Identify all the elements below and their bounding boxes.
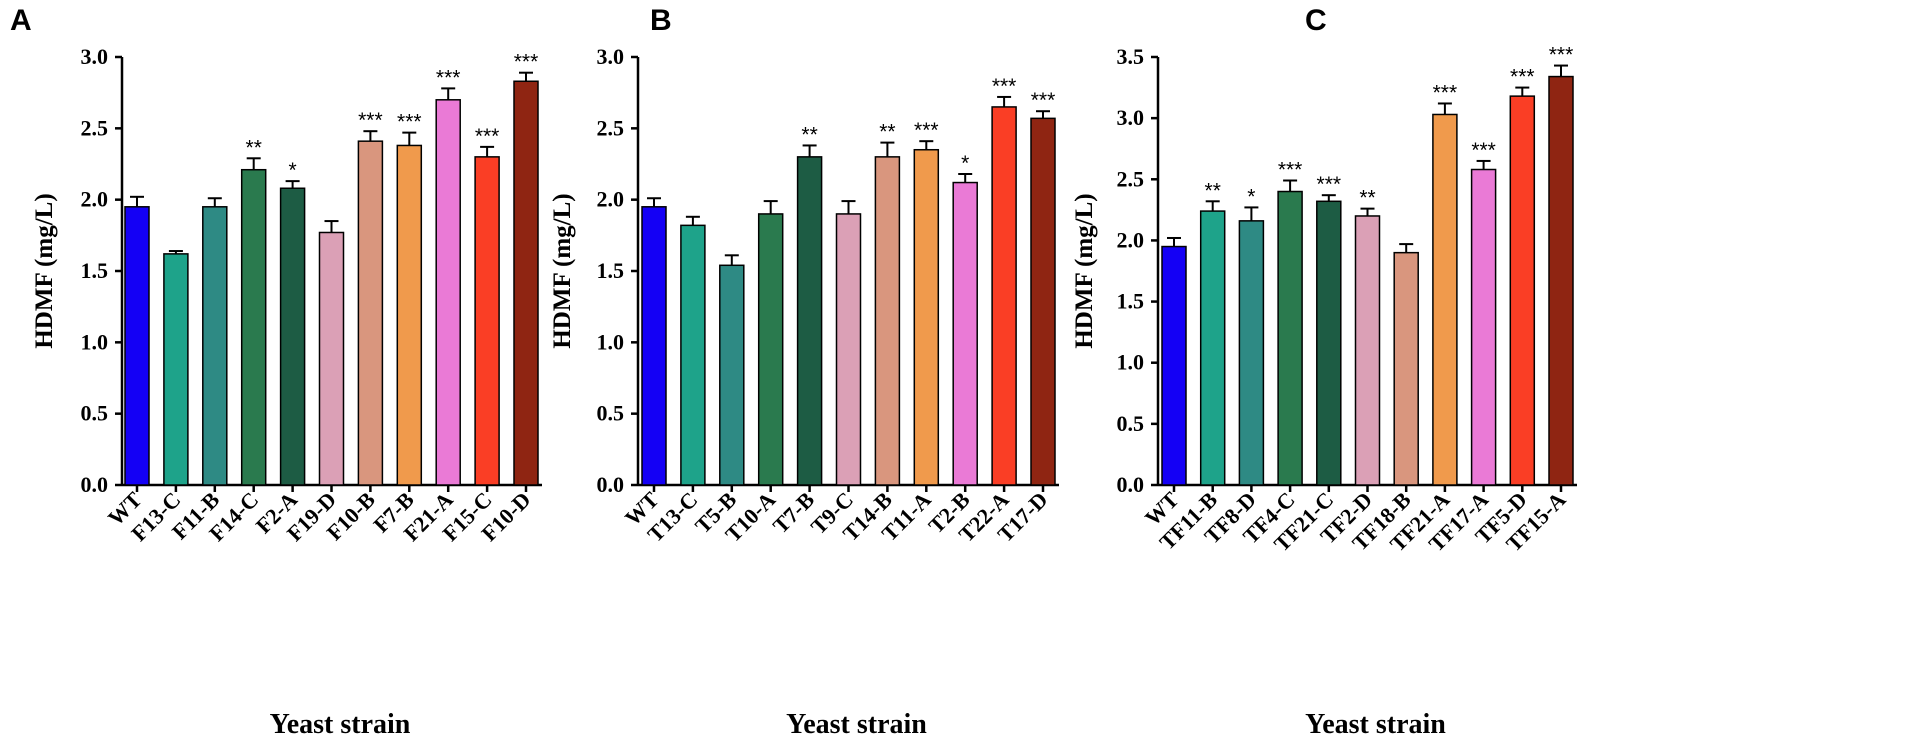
bar-tf4-c: [1277, 190, 1303, 486]
y-tick-label: 2.5: [1117, 166, 1145, 191]
bar-f10-d: [513, 80, 539, 486]
y-tick-label: 3.0: [81, 44, 109, 69]
significance-marker: **: [879, 121, 895, 144]
bar-t17-d: [1030, 117, 1056, 486]
bar-t7-b: [796, 156, 823, 486]
bar-t14-b: [874, 156, 901, 486]
significance-marker: **: [246, 136, 262, 159]
bar-f7-b: [396, 144, 423, 486]
bar-t5-b: [719, 264, 745, 486]
significance-marker: **: [801, 123, 817, 146]
bar-tf21-a: [1432, 113, 1458, 486]
bar-tf11-b: [1199, 210, 1226, 486]
panel-letter: B: [650, 4, 672, 37]
significance-marker: ***: [1278, 159, 1303, 182]
bar-f14-c: [240, 168, 267, 486]
y-axis-title: HDMF (mg/L): [1071, 193, 1098, 348]
significance-marker: **: [1205, 179, 1221, 202]
bar-t2-b: [952, 181, 978, 486]
y-tick-label: 0.5: [1117, 411, 1145, 436]
significance-marker: ***: [1471, 139, 1496, 162]
x-axis-title: Yeast strain: [1305, 709, 1446, 740]
bar-tf21-c: [1316, 200, 1342, 486]
y-tick-label: 3.0: [597, 44, 625, 69]
significance-marker: ***: [475, 125, 500, 148]
y-tick-label: 2.5: [81, 115, 109, 140]
significance-marker: ***: [1317, 173, 1342, 196]
bar-f10-b: [357, 140, 384, 486]
bar-f21-a: [435, 99, 461, 486]
bar-t13-c: [680, 224, 706, 486]
bar-f19-d: [318, 231, 345, 486]
bar-f13-c: [163, 253, 189, 486]
significance-marker: ***: [436, 66, 461, 89]
significance-marker: ***: [992, 75, 1017, 98]
y-tick-label: 0.0: [81, 472, 109, 497]
bar-wt: [124, 206, 150, 486]
significance-marker: **: [1359, 187, 1375, 210]
y-tick-label: 3.0: [1117, 105, 1145, 130]
y-axis-title: HDMF (mg/L): [549, 193, 576, 348]
category-label: T7-B: [768, 487, 820, 539]
bar-f15-c: [474, 156, 500, 486]
bar-wt: [641, 206, 667, 486]
bar-f11-b: [202, 206, 228, 486]
bar-t9-c: [835, 213, 862, 486]
y-tick-label: 0.0: [597, 472, 625, 497]
significance-marker: ***: [1031, 89, 1056, 112]
bar-t22-a: [991, 106, 1017, 486]
bar-wt: [1161, 245, 1187, 486]
y-tick-label: 1.0: [81, 329, 109, 354]
significance-marker: ***: [1510, 66, 1535, 89]
y-tick-label: 0.0: [1117, 472, 1145, 497]
y-tick-label: 1.0: [1117, 350, 1145, 375]
y-tick-label: 0.5: [597, 401, 625, 426]
bar-tf17-a: [1470, 168, 1497, 486]
y-tick-label: 1.5: [81, 258, 109, 283]
significance-marker: ***: [1549, 44, 1574, 67]
bar-t11-a: [913, 148, 940, 486]
y-tick-label: 1.5: [597, 258, 625, 283]
y-tick-label: 2.0: [81, 187, 109, 212]
significance-marker: *: [289, 159, 297, 182]
y-tick-label: 2.5: [597, 115, 625, 140]
significance-marker: *: [1247, 185, 1255, 208]
bar-tf5-d: [1509, 95, 1536, 486]
y-tick-label: 3.5: [1117, 44, 1145, 69]
significance-marker: ***: [1433, 81, 1458, 104]
panel-letter: C: [1305, 4, 1327, 37]
bar-tf15-a: [1548, 75, 1574, 486]
panel-letter: A: [10, 4, 32, 37]
y-axis-title: HDMF (mg/L): [31, 193, 58, 348]
y-tick-label: 1.5: [1117, 289, 1145, 314]
y-tick-label: 2.0: [1117, 227, 1145, 252]
y-tick-label: 1.0: [597, 329, 625, 354]
x-axis-title: Yeast strain: [786, 709, 927, 740]
y-tick-label: 2.0: [597, 187, 625, 212]
significance-marker: *: [961, 152, 969, 175]
significance-marker: ***: [358, 109, 383, 132]
significance-marker: ***: [397, 111, 422, 134]
bar-tf2-d: [1354, 215, 1381, 486]
significance-marker: ***: [514, 51, 539, 74]
bar-f2-a: [279, 187, 306, 486]
significance-marker: ***: [914, 119, 939, 142]
y-tick-label: 0.5: [81, 401, 109, 426]
x-axis-title: Yeast strain: [270, 709, 411, 740]
bar-tf8-d: [1238, 220, 1265, 486]
bar-t10-a: [757, 213, 784, 486]
bar-tf18-b: [1393, 251, 1419, 486]
